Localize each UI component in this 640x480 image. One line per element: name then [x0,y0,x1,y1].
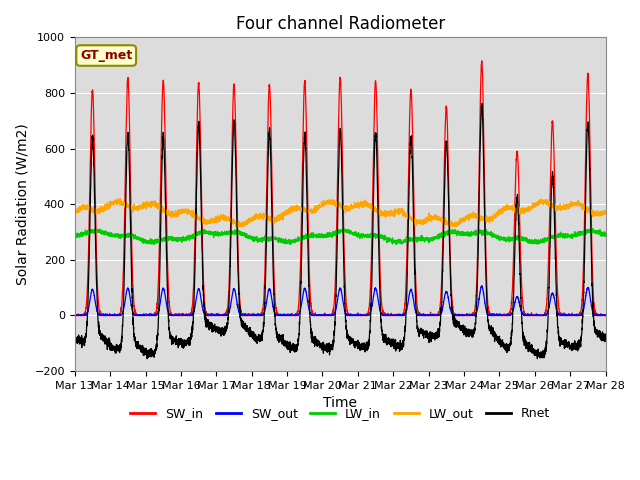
Line: LW_out: LW_out [75,199,605,227]
SW_out [601,312,609,318]
SW_in [490,312,497,318]
Line: SW_out: SW_out [75,286,605,315]
LW_in [601,233,609,239]
LW_in [71,231,79,237]
SW_in [601,312,609,318]
LW_out [601,211,609,216]
LW_in [459,232,467,238]
SW_out [430,312,438,318]
Rnet [602,338,609,344]
SW_out [478,283,486,289]
LW_in [602,234,609,240]
LW_in [321,232,328,238]
LW_out [430,216,438,221]
SW_in [71,312,79,318]
Title: Four channel Radiometer: Four channel Radiometer [236,15,445,33]
SW_in [459,312,467,318]
SW_in [321,312,328,318]
Y-axis label: Solar Radiation (W/m2): Solar Radiation (W/m2) [15,123,29,285]
Rnet [601,332,609,338]
Legend: SW_in, SW_out, LW_in, LW_out, Rnet: SW_in, SW_out, LW_in, LW_out, Rnet [125,402,555,425]
Rnet [71,336,79,341]
SW_out [602,312,609,318]
LW_out [460,216,467,222]
Line: Rnet: Rnet [75,104,605,359]
LW_in [588,226,595,231]
LW_out [71,208,79,214]
Rnet [489,328,497,334]
Rnet [429,336,437,341]
LW_out [602,210,609,216]
Line: SW_in: SW_in [75,61,605,315]
SW_out [166,312,174,318]
Rnet [459,323,467,328]
SW_out [490,312,497,318]
LW_in [489,230,497,236]
SW_out [459,312,467,318]
LW_out [234,224,241,229]
LW_in [430,236,438,241]
SW_out [71,312,79,318]
LW_in [286,242,294,248]
LW_out [490,213,497,218]
Rnet [478,101,486,107]
X-axis label: Time: Time [323,396,357,410]
SW_in [71,312,79,318]
SW_out [71,312,79,318]
SW_out [321,312,328,317]
SW_in [478,58,486,64]
Line: LW_in: LW_in [75,228,605,245]
Text: GT_met: GT_met [80,49,132,62]
Rnet [320,346,328,352]
SW_in [430,312,438,318]
Rnet [166,333,174,339]
LW_out [321,200,328,205]
SW_in [166,309,174,314]
SW_in [602,312,609,318]
LW_out [115,196,122,202]
Rnet [534,356,541,361]
LW_in [166,234,174,240]
LW_out [166,209,174,215]
